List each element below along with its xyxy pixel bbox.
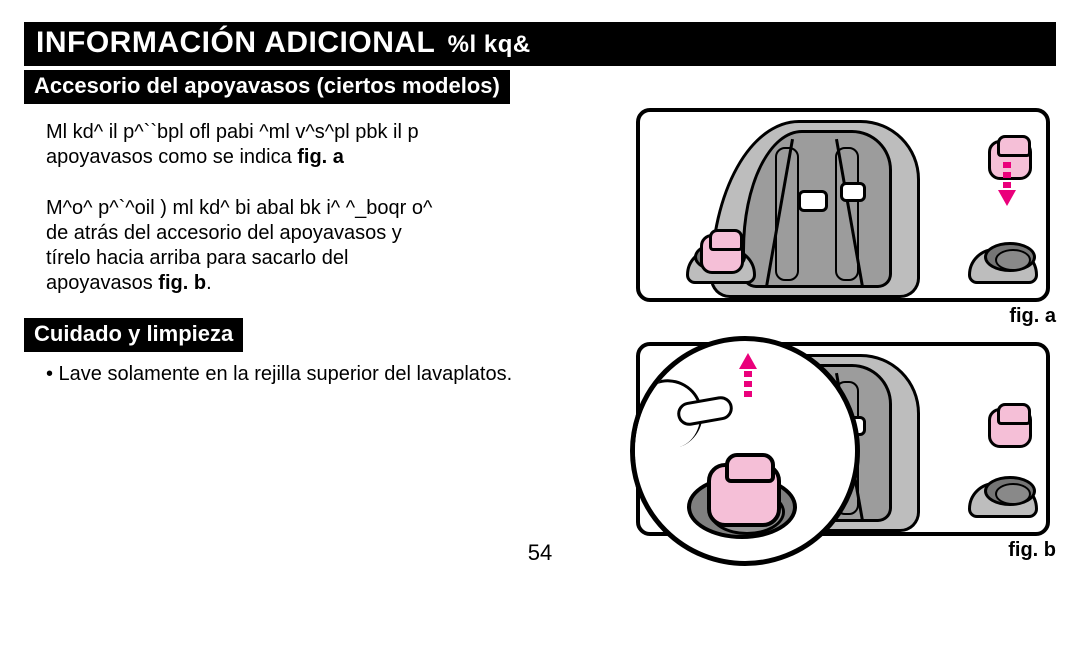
- figure-b-inset: [630, 336, 860, 566]
- figure-a-label: fig. a: [1009, 305, 1056, 328]
- page-title: INFORMACIÓN ADICIONAL %l kq&: [24, 22, 1056, 66]
- carseat-illustration: [680, 120, 1034, 290]
- arrow-down-icon: [998, 190, 1016, 206]
- cup-icon: [707, 463, 781, 527]
- figure-a-frame: [636, 108, 1050, 302]
- text-column: Ml kd^ il p^``bpl ofl pabi ^ml v^s^pl pb…: [24, 104, 622, 536]
- figure-b-label: fig. b: [1008, 539, 1056, 562]
- figure-column: fig. a: [636, 108, 1056, 536]
- body-row: Ml kd^ il p^``bpl ofl pabi ^ml v^s^pl pb…: [24, 104, 1056, 536]
- title-text: INFORMACIÓN ADICIONAL: [36, 26, 435, 59]
- cupholder-icon: [984, 476, 1036, 506]
- cupholder-icon: [984, 242, 1036, 272]
- paragraph-2: M^o^ p^`^oil ) ml kd^ bi abal bk i^ ^_bo…: [46, 196, 622, 296]
- paragraph-1: Ml kd^ il p^``bpl ofl pabi ^ml v^s^pl pb…: [46, 120, 622, 170]
- page-number: 54: [24, 540, 1056, 566]
- arrow-up-icon: [739, 353, 757, 369]
- section-heading-accessory: Accesorio del apoyavasos (ciertos modelo…: [24, 70, 510, 104]
- figure-b: fig. b: [636, 342, 1056, 536]
- cup-icon: [700, 234, 744, 274]
- figure-a: fig. a: [636, 108, 1056, 302]
- section-heading-care: Cuidado y limpieza: [24, 318, 243, 352]
- fig-ref-a: fig. a: [297, 146, 344, 168]
- title-suffix: %l kq&: [448, 31, 531, 58]
- fig-ref-b: fig. b: [158, 272, 206, 294]
- cup-icon: [988, 408, 1032, 448]
- bullet-1: • Lave solamente en la rejilla superior …: [46, 362, 622, 387]
